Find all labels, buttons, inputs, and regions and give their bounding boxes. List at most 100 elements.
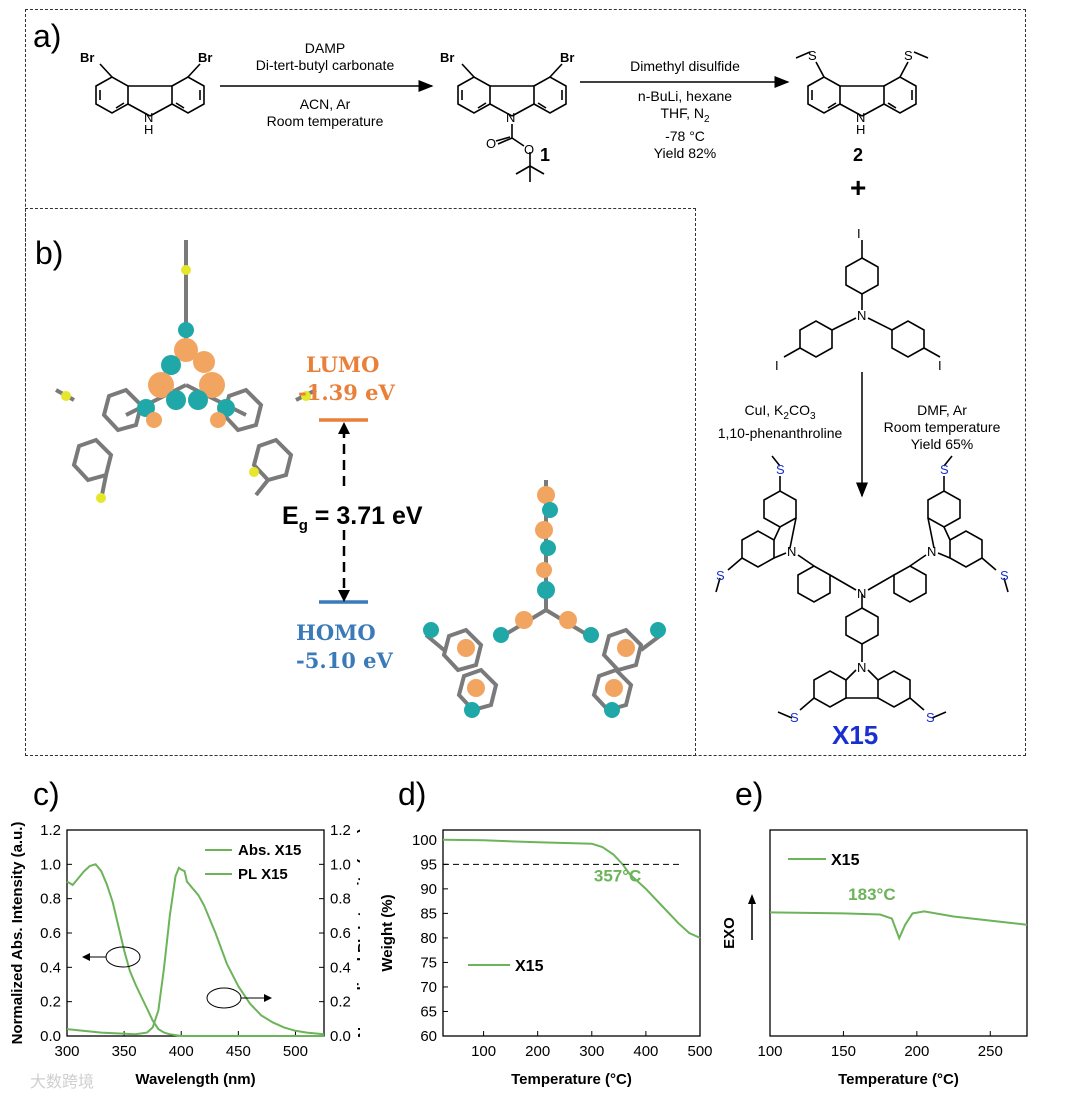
y-tick-label: 80 — [420, 930, 437, 947]
svg-text:N: N — [857, 660, 866, 675]
panel-label-d: d) — [398, 776, 427, 812]
svg-text:Br: Br — [440, 50, 454, 65]
x-tick-label: 200 — [525, 1043, 550, 1060]
compound-1-structure: Br Br N O O — [440, 50, 574, 182]
y-axis-label: EXO — [721, 917, 738, 949]
y2-axis-label: Normalized PL Intensity (a.u.) — [355, 828, 360, 1038]
y-tick-label: 85 — [420, 905, 437, 922]
compound-2-structure: S S N H — [795, 48, 929, 137]
plot-frame — [442, 829, 701, 1037]
x-tick-label: 450 — [226, 1043, 251, 1060]
y-axis-label: Normalized Abs. Intensity (a.u.) — [9, 822, 26, 1045]
reaction-scheme: Br Br N H Br Br N O O S S N — [80, 48, 1009, 725]
y-tick-label: 0.2 — [40, 994, 61, 1011]
legend-label: Abs. X15 — [238, 842, 301, 859]
legend-label: X15 — [515, 958, 544, 975]
step3-conditions-left: CuI, K2CO3 1,10-phenanthroline — [717, 402, 843, 441]
x-tick-label: 400 — [633, 1043, 658, 1060]
homo-value: -5.10 eV — [296, 648, 394, 673]
svg-text:Br: Br — [198, 50, 212, 65]
chart-tga: 100 200 300 400 500 60 65 70 75 80 85 90 95 100 Temper… — [379, 829, 713, 1088]
lumo-isosurface — [137, 322, 235, 428]
abs-axis-indicator-head — [82, 953, 90, 961]
dibromocarbazole-structure: Br Br N H — [80, 50, 212, 137]
pl-axis-indicator-head — [264, 994, 272, 1002]
x-tick-label: 150 — [831, 1043, 856, 1060]
abs-axis-indicator-ellipse — [105, 946, 141, 968]
svg-text:N: N — [856, 110, 865, 125]
x-tick-label: 500 — [283, 1043, 308, 1060]
panel-label-c: c) — [33, 776, 60, 812]
chart-dsc: 100 150 200 250 Temperature (°C) EXO X15 183°C — [721, 829, 1028, 1088]
lumo-label: LUMO — [306, 352, 379, 377]
y-tick-label: 75 — [420, 954, 437, 971]
y2-tick-label: 0.0 — [330, 1028, 351, 1045]
svg-text:S: S — [940, 462, 949, 477]
x-tick-label: 400 — [169, 1043, 194, 1060]
x-axis-label: Temperature (°C) — [511, 1071, 632, 1088]
step2-conditions-below: n-BuLi, hexane THF, N2 -78 °C Yield 82% — [637, 88, 733, 161]
svg-text:S: S — [808, 48, 817, 63]
pl-axis-indicator-ellipse — [206, 987, 242, 1009]
series-line-pl-x15 — [66, 866, 325, 1036]
svg-text:H: H — [144, 122, 153, 137]
panel-label-a: a) — [33, 18, 62, 54]
frame-orbitals — [25, 208, 696, 756]
compound-1-label: 1 — [540, 145, 551, 165]
onset-annotation: 357°C — [594, 867, 641, 886]
series-line-x15 — [769, 910, 1028, 941]
x-tick-label: 100 — [471, 1043, 496, 1060]
y-tick-label: 0.6 — [40, 925, 61, 942]
svg-text:S: S — [716, 568, 725, 583]
y-tick-label: 1.0 — [40, 856, 61, 873]
watermark: 大数跨境 — [30, 1074, 95, 1091]
y-tick-label: 65 — [420, 1003, 437, 1020]
legend-label: PL X15 — [238, 866, 288, 883]
y-tick-label: 70 — [420, 979, 437, 996]
product-label: X15 — [832, 720, 879, 750]
exo-arrow-head — [748, 894, 756, 904]
series-line-x15 — [442, 838, 701, 939]
band-gap-label: Eg = 3.71 eV — [282, 502, 423, 534]
svg-text:N: N — [787, 544, 796, 559]
homo-label: HOMO — [296, 620, 376, 645]
plot-frame — [66, 829, 325, 1037]
y-tick-label: 90 — [420, 881, 437, 898]
plot-frame — [769, 829, 1028, 1037]
y2-tick-label: 0.8 — [330, 891, 351, 908]
svg-text:O: O — [524, 142, 534, 157]
y2-tick-label: 0.4 — [330, 959, 351, 976]
homo-isosurface — [423, 486, 666, 718]
x-tick-label: 250 — [978, 1043, 1003, 1060]
legend-label: X15 — [831, 852, 860, 869]
tg-annotation: 183°C — [848, 885, 895, 904]
y2-tick-label: 1.0 — [330, 856, 351, 873]
x-tick-label: 200 — [904, 1043, 929, 1060]
svg-text:N: N — [857, 308, 866, 323]
x-tick-label: 350 — [112, 1043, 137, 1060]
y2-tick-label: 1.2 — [330, 822, 351, 839]
y-axis-label: Weight (%) — [379, 894, 396, 971]
x-tick-label: 300 — [579, 1043, 604, 1060]
step1-conditions-above: DAMP Di-tert-butyl carbonate — [255, 40, 395, 73]
step2-conditions-above: Dimethyl disulfide — [630, 58, 740, 74]
step3-conditions-right: DMF, Ar Room temperature Yield 65% — [883, 402, 1001, 452]
lumo-value: -1.39 eV — [298, 380, 396, 405]
homo-molecule-render — [423, 480, 666, 718]
svg-text:N: N — [857, 586, 866, 601]
y-tick-label: 95 — [420, 856, 437, 873]
y2-tick-label: 0.6 — [330, 925, 351, 942]
step1-conditions-below: ACN, Ar Room temperature — [266, 96, 384, 129]
compound-2-label: 2 — [853, 145, 864, 165]
svg-text:Br: Br — [80, 50, 94, 65]
chart-absorption-pl: 300 350 400 450 500 0.0 0.0 0.2 0.2 0.4 0.4 0.6 0.6 0… — [9, 822, 360, 1088]
series-line-abs-x15 — [66, 863, 324, 1037]
svg-text:N: N — [506, 110, 515, 125]
y-tick-label: 1.2 — [40, 822, 61, 839]
svg-text:S: S — [776, 462, 785, 477]
svg-text:I: I — [857, 226, 861, 241]
y-tick-label: 100 — [412, 832, 437, 849]
svg-text:S: S — [790, 710, 799, 725]
y-tick-label: 60 — [420, 1028, 437, 1045]
plus-sign: + — [850, 172, 867, 203]
